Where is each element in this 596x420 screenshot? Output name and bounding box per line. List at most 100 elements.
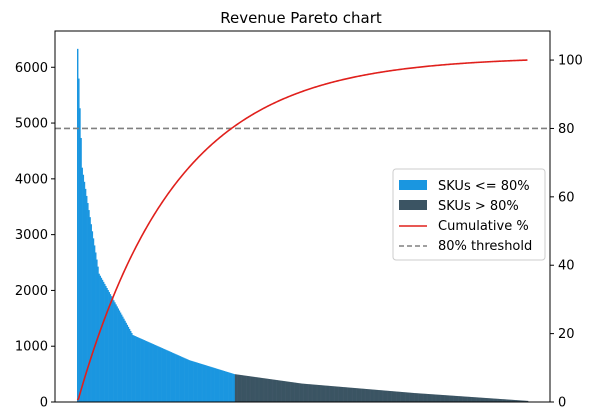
bar xyxy=(177,355,179,402)
bar xyxy=(136,337,139,402)
cumulative-line xyxy=(76,59,528,401)
bar xyxy=(150,343,152,402)
bar xyxy=(248,376,250,402)
bar xyxy=(429,394,432,402)
bar xyxy=(366,389,369,402)
bar xyxy=(173,353,176,402)
bar xyxy=(463,396,466,402)
bar xyxy=(419,393,422,402)
bar xyxy=(250,376,253,402)
bar xyxy=(440,394,442,402)
bar xyxy=(446,395,449,402)
bar xyxy=(80,137,82,403)
bar xyxy=(325,385,327,402)
bar xyxy=(126,324,129,402)
bar xyxy=(452,395,454,402)
bar xyxy=(137,337,140,402)
bar xyxy=(86,195,88,402)
bar xyxy=(142,339,144,402)
bar xyxy=(89,217,91,402)
bar xyxy=(107,290,109,402)
bar xyxy=(468,396,470,402)
bar xyxy=(494,398,496,402)
bar xyxy=(453,395,456,402)
bar xyxy=(347,387,350,402)
bar xyxy=(188,360,191,402)
bar xyxy=(369,389,371,402)
bar xyxy=(447,395,450,402)
bar xyxy=(456,396,459,402)
bar xyxy=(380,390,382,402)
bar xyxy=(206,365,209,402)
bar xyxy=(282,380,284,402)
bar xyxy=(131,333,133,402)
bar xyxy=(373,389,375,402)
bar xyxy=(257,377,259,402)
bar xyxy=(525,400,528,402)
bar xyxy=(93,245,96,402)
bar xyxy=(182,357,185,402)
bar xyxy=(259,377,262,402)
bar xyxy=(338,386,341,402)
bar xyxy=(124,320,126,402)
bar xyxy=(317,384,319,402)
bar xyxy=(379,390,381,402)
bar xyxy=(108,292,110,402)
bar xyxy=(512,399,514,402)
bar xyxy=(274,379,276,402)
right-tick-label: 60 xyxy=(558,190,575,205)
bar xyxy=(491,398,494,402)
bar xyxy=(133,335,135,402)
bar xyxy=(208,366,211,402)
bar xyxy=(340,386,343,402)
legend-swatch-skus-le-80 xyxy=(399,180,427,190)
bar xyxy=(360,388,362,402)
bar xyxy=(212,367,214,402)
bar xyxy=(393,391,396,402)
bar xyxy=(109,294,112,402)
bar xyxy=(128,328,131,402)
bar xyxy=(502,399,504,402)
bar xyxy=(418,393,421,402)
bar xyxy=(202,364,204,402)
bar xyxy=(297,383,300,402)
bar xyxy=(261,378,264,402)
bar xyxy=(484,397,486,402)
bar xyxy=(352,387,354,402)
bar xyxy=(79,108,81,403)
left-y-axis: 0 1000 2000 3000 4000 5000 6000 xyxy=(15,61,55,411)
bar xyxy=(326,385,328,402)
bar xyxy=(278,380,281,402)
bar xyxy=(416,393,418,402)
bar xyxy=(258,377,260,402)
bar xyxy=(316,384,318,402)
bar xyxy=(344,387,346,402)
bar xyxy=(423,393,425,402)
bar xyxy=(384,390,387,402)
bar xyxy=(231,373,233,402)
bar xyxy=(458,396,460,402)
legend: SKUs <= 80% SKUs > 80% Cumulative % 80% … xyxy=(392,168,546,261)
bar xyxy=(346,387,348,402)
bar xyxy=(385,390,388,402)
bar xyxy=(312,384,315,402)
legend-label-skus-gt-80: SKUs > 80% xyxy=(438,199,519,214)
bar xyxy=(330,386,333,402)
bar xyxy=(233,374,236,402)
bar xyxy=(517,400,520,402)
bar xyxy=(81,167,83,402)
bar xyxy=(291,382,293,402)
bar xyxy=(210,366,212,402)
bar xyxy=(357,388,360,402)
bar xyxy=(145,341,148,402)
bar xyxy=(432,394,434,402)
bar xyxy=(365,389,368,402)
bar xyxy=(303,383,306,402)
bar xyxy=(91,231,94,402)
bar xyxy=(391,391,393,402)
bar xyxy=(375,389,378,402)
bar xyxy=(187,359,189,402)
bar xyxy=(148,342,150,402)
bar xyxy=(472,397,475,402)
bar xyxy=(283,381,285,402)
